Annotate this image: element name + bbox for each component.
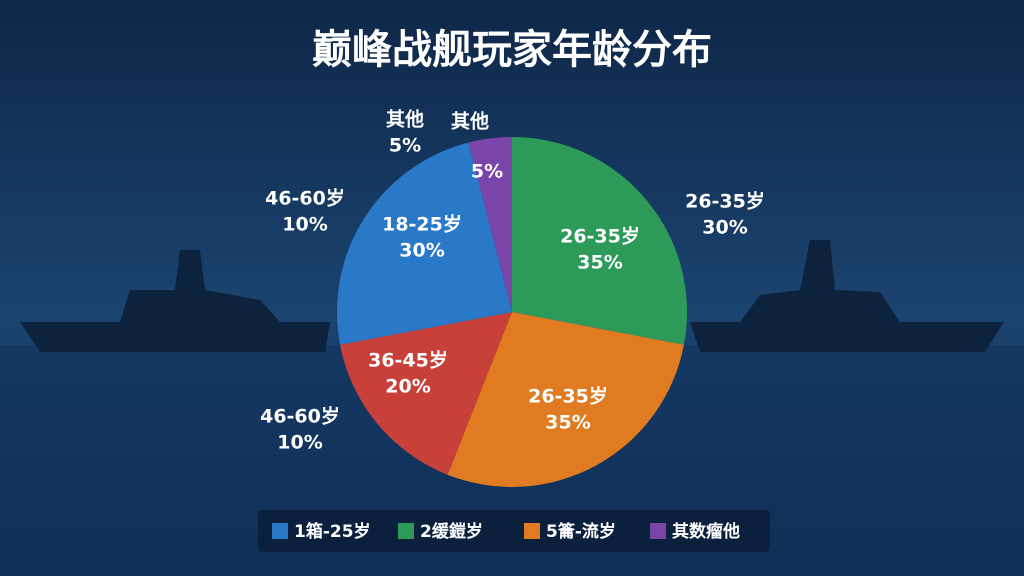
- pie-slice: [337, 142, 512, 345]
- pie-slice: [468, 137, 512, 312]
- legend-label: 1箱-25岁: [294, 521, 371, 542]
- legend-box: [258, 510, 770, 552]
- slice-label: 26-35岁: [560, 225, 640, 248]
- ship-left: [20, 250, 330, 352]
- legend-label: 2缓鎧岁: [420, 521, 483, 542]
- slice-value: 30%: [399, 240, 444, 262]
- pie-slice: [512, 137, 687, 345]
- ship-right: [690, 240, 1004, 352]
- pie-slice: [447, 312, 684, 487]
- chart-title: 巅峰战舰玩家年龄分布: [312, 27, 712, 73]
- annotation: 46-60岁: [265, 187, 345, 210]
- slice-label: 18-25岁: [382, 213, 462, 236]
- annotation: 26-35岁: [685, 190, 765, 213]
- annotation: 10%: [277, 432, 322, 454]
- legend-swatch: [650, 523, 666, 539]
- slice-value: 35%: [545, 412, 590, 434]
- annotation: 10%: [282, 214, 327, 236]
- slice-label: 26-35岁: [528, 385, 608, 408]
- annotation: 其他: [386, 108, 424, 131]
- annotation: 46-60岁: [260, 405, 340, 428]
- slice-value: 20%: [385, 376, 430, 398]
- legend-label: 5籥-流岁: [546, 521, 616, 542]
- legend-swatch: [524, 523, 540, 539]
- annotation: 30%: [702, 217, 747, 239]
- slice-value: 5%: [471, 161, 503, 183]
- legend-swatch: [398, 523, 414, 539]
- legend-label: 其数瘤他: [672, 521, 740, 542]
- legend-swatch: [272, 523, 288, 539]
- slice-label: 其他: [451, 110, 489, 133]
- annotation: 5%: [389, 135, 421, 157]
- pie-slice: [340, 312, 512, 475]
- slice-value: 35%: [577, 252, 622, 274]
- slice-label: 36-45岁: [368, 349, 448, 372]
